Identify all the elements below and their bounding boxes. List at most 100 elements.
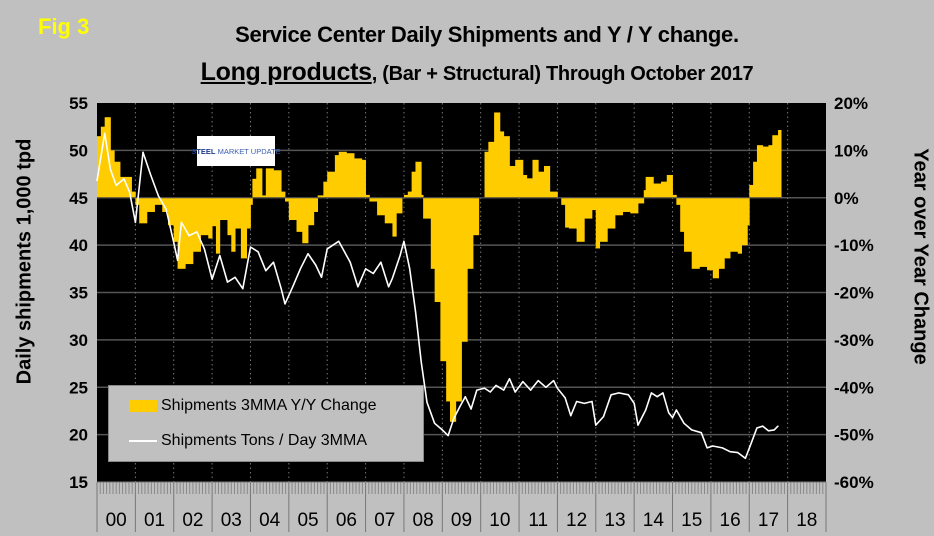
tons-point bbox=[123, 178, 125, 180]
legend-bar-swatch bbox=[129, 400, 157, 412]
tons-point bbox=[115, 184, 117, 187]
tons-point bbox=[750, 442, 752, 444]
yoy-bar bbox=[423, 197, 432, 219]
yoy-bar bbox=[327, 171, 336, 198]
tons-point bbox=[142, 151, 144, 153]
yoy-bar bbox=[246, 197, 251, 229]
yoy-bar bbox=[403, 194, 409, 198]
y-tick-left: 35 bbox=[69, 284, 88, 303]
y-tick-left: 50 bbox=[69, 141, 88, 160]
yoy-bar bbox=[281, 191, 286, 198]
tons-point bbox=[234, 276, 236, 278]
yoy-bar bbox=[707, 197, 714, 271]
yoy-bar bbox=[285, 197, 290, 202]
tons-point bbox=[675, 409, 677, 411]
y-tick-right: 20% bbox=[834, 94, 868, 113]
legend-label-line: Shipments Tons / Day 3MMA bbox=[161, 432, 368, 449]
yoy-bar bbox=[334, 155, 340, 198]
yoy-bar bbox=[756, 145, 764, 198]
y-tick-right: -30% bbox=[834, 331, 874, 350]
legend-line-swatch bbox=[129, 440, 157, 442]
tons-point bbox=[583, 402, 585, 404]
y-tick-left: 25 bbox=[69, 378, 88, 397]
yoy-bar bbox=[561, 197, 566, 205]
tons-point bbox=[280, 288, 282, 290]
y-tick-right: -60% bbox=[834, 473, 874, 492]
yoy-bar bbox=[252, 178, 257, 198]
x-tick-label: 04 bbox=[259, 510, 281, 531]
subtitle-rest: , (Bar + Structural) Through October 201… bbox=[371, 63, 754, 85]
yoy-bar bbox=[146, 197, 155, 212]
yoy-bar bbox=[737, 197, 742, 254]
tons-point bbox=[242, 288, 244, 290]
x-tick-label: 05 bbox=[297, 510, 318, 531]
tons-point bbox=[508, 378, 511, 380]
y-tick-right: 0% bbox=[834, 189, 859, 208]
x-tick-label: 18 bbox=[796, 510, 817, 531]
tons-point bbox=[265, 270, 267, 272]
x-tick-label: 09 bbox=[451, 510, 472, 531]
tons-point bbox=[320, 276, 323, 278]
tons-point bbox=[165, 208, 167, 210]
yoy-bar bbox=[653, 183, 662, 198]
tons-point bbox=[414, 310, 417, 313]
tons-point bbox=[226, 281, 229, 283]
yoy-bar bbox=[630, 197, 639, 214]
yoy-bar bbox=[231, 197, 236, 252]
yoy-bar bbox=[772, 135, 779, 198]
tons-point bbox=[372, 272, 374, 275]
yoy-bar bbox=[576, 197, 585, 242]
yoy-bar bbox=[131, 191, 136, 198]
yoy-bar bbox=[484, 151, 489, 198]
yoy-bar bbox=[467, 197, 474, 269]
yoy-bar bbox=[749, 184, 754, 198]
yoy-bar bbox=[313, 197, 319, 212]
y-tick-right: -10% bbox=[834, 236, 874, 255]
tons-point bbox=[744, 457, 747, 459]
y-axis-right-label: Year over Year Change bbox=[909, 148, 932, 365]
tons-point bbox=[503, 389, 505, 391]
yoy-bar bbox=[599, 197, 608, 242]
tons-point bbox=[637, 424, 639, 426]
y-tick-left: 55 bbox=[69, 94, 88, 113]
yoy-bar bbox=[354, 158, 363, 198]
yoy-bar bbox=[167, 197, 175, 226]
tons-point bbox=[299, 268, 301, 270]
tons-point bbox=[399, 254, 401, 257]
yoy-bar bbox=[139, 197, 148, 224]
legend-item-line: Shipments Tons / Day 3MMA bbox=[129, 432, 367, 450]
yoy-bar bbox=[200, 197, 209, 236]
x-tick-label: 17 bbox=[758, 510, 779, 531]
tons-point bbox=[188, 235, 190, 237]
yoy-bar bbox=[747, 197, 750, 226]
tons-point bbox=[249, 246, 252, 248]
axes: 55 20% 50 10% 45 0% 40 -10% 35 -20% 30 -30% 25 -40% 20… bbox=[69, 94, 874, 532]
tons-point bbox=[364, 268, 367, 270]
yoy-bar bbox=[595, 197, 601, 249]
tons-point bbox=[721, 447, 724, 449]
tons-point bbox=[545, 386, 547, 388]
yoy-bar bbox=[411, 171, 416, 198]
steel-market-update-logo: STEEL MARKET UPDATE bbox=[191, 136, 281, 166]
tons-point bbox=[458, 406, 461, 408]
tons-point bbox=[134, 221, 136, 223]
y-tick-right: -20% bbox=[834, 284, 874, 303]
tons-point bbox=[292, 286, 294, 288]
yoy-bar bbox=[377, 197, 386, 216]
yoy-bar bbox=[741, 197, 748, 246]
tons-point bbox=[453, 417, 455, 420]
tons-point bbox=[683, 422, 685, 424]
yoy-bar bbox=[515, 159, 524, 198]
yoy-bar bbox=[407, 191, 413, 198]
y-tick-left: 45 bbox=[69, 189, 88, 208]
tons-point bbox=[700, 432, 702, 434]
yoy-bar bbox=[302, 197, 309, 244]
tons-point bbox=[96, 180, 98, 182]
tons-point bbox=[338, 240, 340, 242]
yoy-bar bbox=[440, 197, 447, 362]
tons-point bbox=[173, 241, 175, 243]
yoy-bar bbox=[549, 191, 558, 198]
tons-point bbox=[495, 384, 497, 386]
yoy-bar bbox=[666, 175, 673, 198]
y-tick-left: 40 bbox=[69, 236, 88, 255]
